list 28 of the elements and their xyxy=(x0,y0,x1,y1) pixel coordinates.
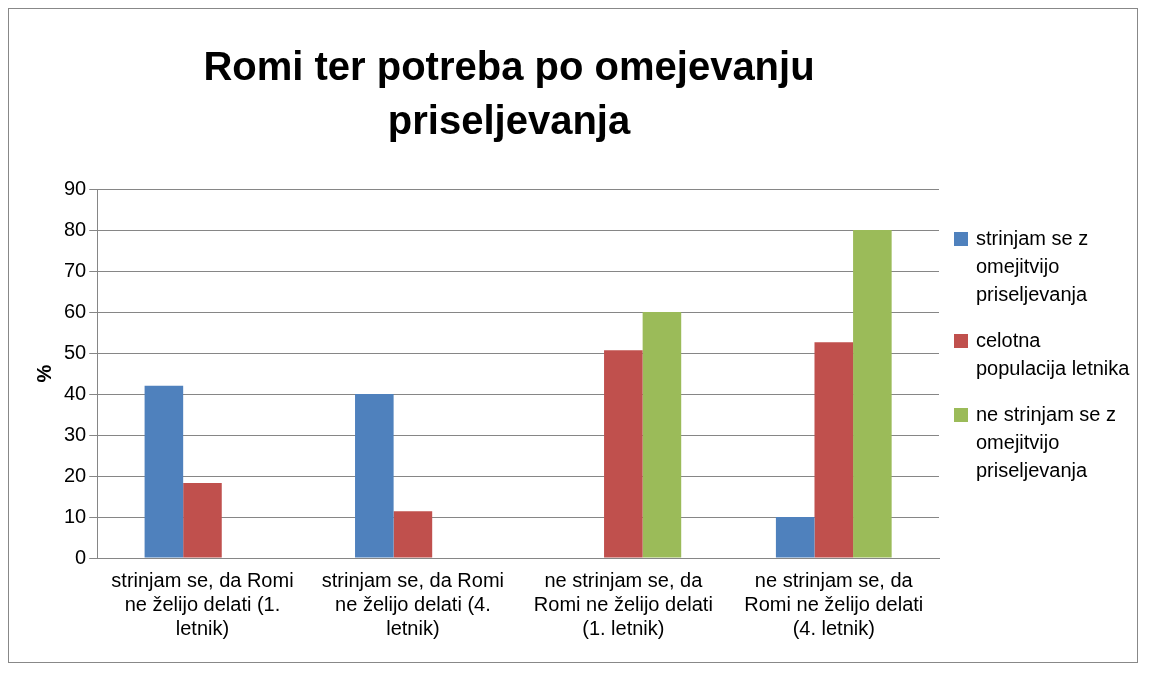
chart-title: Romi ter potreba po omejevanju priseljevanja xyxy=(202,43,816,144)
bar xyxy=(814,342,854,558)
bar xyxy=(604,350,643,558)
x-tick-label: strinjam se, da Romi ne želijo delati (1. letnik) xyxy=(111,568,294,639)
x-tick-label: ne strinjam se, da Romi ne želijo delati (1. letnik) xyxy=(533,568,713,639)
legend-label: ne strinjam se z omejitvijo priseljevanja xyxy=(976,402,1118,483)
y-tick-label: 70 xyxy=(64,258,87,281)
y-tick-label: 20 xyxy=(64,463,87,486)
legend-label: celotna populacija letnika xyxy=(976,328,1131,381)
y-tick-label: 90 xyxy=(64,176,87,199)
x-tick-label: strinjam se, da Romi ne želijo delati (4. letnik) xyxy=(321,568,505,639)
bar xyxy=(355,394,394,558)
y-tick-label: 10 xyxy=(64,504,87,527)
y-axis-title: % xyxy=(32,364,55,383)
x-tick-label: ne strinjam se, da Romi ne želijo delati (4. letnik) xyxy=(744,568,924,639)
bar xyxy=(642,312,682,558)
bar xyxy=(775,517,815,558)
bar xyxy=(183,482,222,558)
bar xyxy=(393,511,433,558)
legend-label: strinjam se z omejitvijo priseljevanja xyxy=(976,226,1090,307)
y-tick-label: 50 xyxy=(64,340,87,363)
y-tick-label: 30 xyxy=(64,422,87,445)
bar xyxy=(144,385,184,558)
y-tick-label: 0 xyxy=(75,545,87,568)
bar xyxy=(853,230,892,558)
y-tick-label: 60 xyxy=(64,299,87,322)
y-tick-label: 40 xyxy=(64,381,87,404)
y-tick-label: 80 xyxy=(64,217,87,240)
